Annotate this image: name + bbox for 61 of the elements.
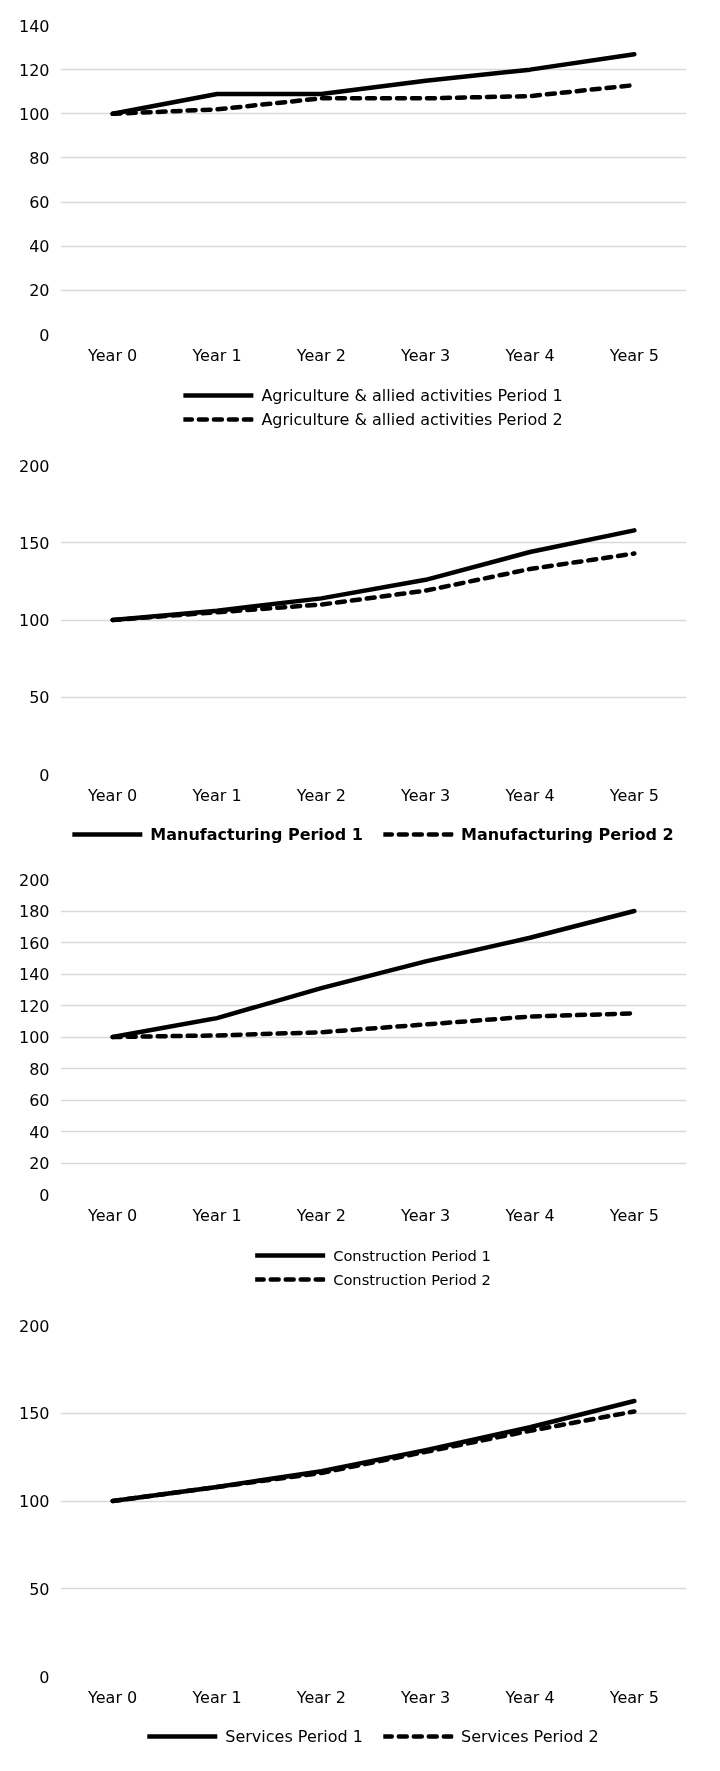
y-tick-label: 20 bbox=[29, 281, 50, 301]
y-tick-label: 50 bbox=[29, 688, 50, 708]
legend-label: Manufacturing Period 2 bbox=[461, 824, 674, 844]
x-tick-label: Year 2 bbox=[295, 785, 346, 805]
y-tick-label: 80 bbox=[29, 1059, 50, 1079]
x-tick-label: Year 3 bbox=[400, 1205, 451, 1225]
x-tick-label: Year 3 bbox=[400, 1687, 451, 1707]
legend-label: Services Period 2 bbox=[461, 1726, 599, 1746]
legend-label: Agriculture & allied activities Period 1 bbox=[261, 385, 563, 405]
x-tick-label: Year 2 bbox=[295, 1205, 346, 1225]
x-tick-label: Year 4 bbox=[504, 1687, 555, 1707]
x-tick-label: Year 4 bbox=[504, 1205, 555, 1225]
x-tick-label: Year 2 bbox=[295, 345, 346, 365]
y-tick-label: 150 bbox=[18, 533, 50, 553]
y-tick-label: 160 bbox=[18, 933, 50, 953]
y-tick-label: 0 bbox=[39, 765, 50, 785]
x-tick-label: Year 5 bbox=[608, 1687, 659, 1707]
legend-label: Services Period 1 bbox=[225, 1726, 363, 1746]
x-tick-label: Year 4 bbox=[504, 785, 555, 805]
y-tick-label: 120 bbox=[18, 60, 50, 80]
y-tick-label: 40 bbox=[29, 1122, 50, 1142]
x-tick-label: Year 5 bbox=[608, 785, 659, 805]
y-tick-label: 100 bbox=[18, 104, 50, 124]
y-tick-label: 80 bbox=[29, 148, 50, 168]
y-tick-label: 100 bbox=[18, 611, 50, 630]
x-tick-label: Year 0 bbox=[87, 1205, 138, 1225]
y-tick-label: 40 bbox=[29, 237, 50, 257]
x-tick-label: Year 0 bbox=[87, 785, 138, 805]
x-tick-label: Year 2 bbox=[295, 1687, 346, 1707]
y-tick-label: 200 bbox=[18, 1316, 50, 1336]
legend-label: Construction Period 1 bbox=[333, 1246, 491, 1264]
x-tick-label: Year 3 bbox=[400, 785, 451, 805]
y-tick-label: 50 bbox=[29, 1579, 50, 1599]
x-tick-label: Year 1 bbox=[191, 345, 242, 365]
legend-label: Manufacturing Period 1 bbox=[150, 824, 363, 844]
x-tick-label: Year 5 bbox=[608, 345, 659, 365]
y-tick-label: 0 bbox=[39, 1667, 50, 1687]
y-tick-label: 120 bbox=[18, 996, 50, 1016]
x-tick-label: Year 1 bbox=[191, 1687, 242, 1707]
y-tick-label: 140 bbox=[18, 16, 50, 36]
y-tick-label: 200 bbox=[18, 870, 50, 890]
y-tick-label: 60 bbox=[29, 1091, 50, 1110]
x-tick-label: Year 3 bbox=[400, 345, 451, 365]
y-tick-label: 150 bbox=[18, 1404, 50, 1424]
y-tick-label: 20 bbox=[29, 1154, 50, 1173]
x-tick-label: Year 0 bbox=[87, 1687, 138, 1707]
x-tick-label: Year 5 bbox=[608, 1205, 659, 1225]
y-tick-label: 0 bbox=[39, 1185, 50, 1205]
y-tick-label: 100 bbox=[18, 1028, 50, 1047]
y-tick-label: 60 bbox=[29, 193, 50, 213]
y-tick-label: 180 bbox=[18, 902, 50, 921]
y-tick-label: 200 bbox=[18, 456, 50, 476]
legend-label: Construction Period 2 bbox=[333, 1270, 491, 1288]
x-tick-label: Year 0 bbox=[87, 345, 138, 365]
y-tick-label: 140 bbox=[18, 965, 50, 984]
y-tick-label: 0 bbox=[39, 325, 50, 345]
x-tick-label: Year 1 bbox=[191, 1205, 242, 1225]
x-tick-label: Year 4 bbox=[504, 345, 555, 365]
legend-label: Agriculture & allied activities Period 2 bbox=[261, 409, 563, 429]
x-tick-label: Year 1 bbox=[191, 785, 242, 805]
y-tick-label: 100 bbox=[18, 1492, 50, 1511]
